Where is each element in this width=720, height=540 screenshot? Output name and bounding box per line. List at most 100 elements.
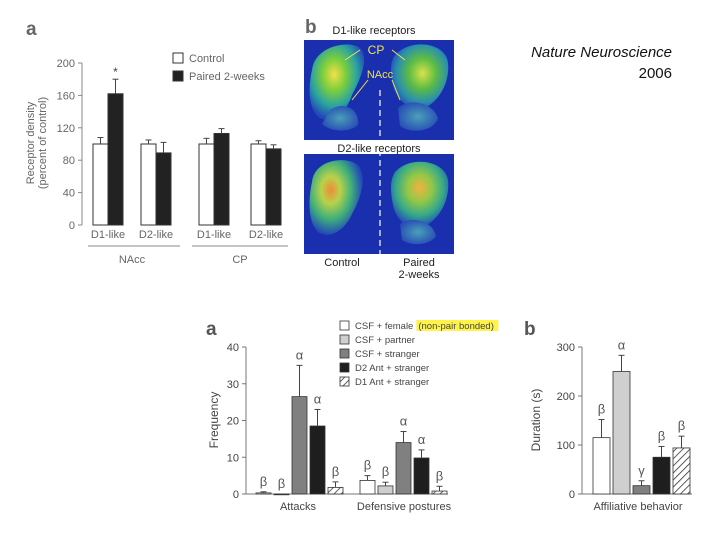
scan-d2-paired-nacc bbox=[400, 220, 436, 245]
legend-label: CSF + female bbox=[355, 321, 413, 332]
y-tick-label: 120 bbox=[57, 123, 75, 135]
significance-symbol: β bbox=[598, 402, 605, 417]
significance-symbol: β bbox=[382, 464, 389, 479]
bar bbox=[198, 143, 215, 226]
legend-swatch bbox=[339, 320, 350, 331]
x-tick-label: Attacks bbox=[280, 501, 317, 513]
scan-label-cp: CP bbox=[368, 43, 385, 57]
panel-letter-bottom-a: a bbox=[206, 319, 217, 340]
y-tick-label: 0 bbox=[233, 489, 239, 501]
legend-label-highlight: (non-pair bonded) bbox=[418, 321, 494, 332]
scan-d2-control-cp bbox=[309, 160, 363, 235]
y-tick-label: 30 bbox=[227, 379, 239, 391]
y-tick-label: 160 bbox=[57, 90, 75, 102]
bar bbox=[327, 486, 344, 495]
significance-symbol: α bbox=[400, 414, 408, 429]
panel-letter-top-b: b bbox=[305, 17, 317, 38]
group-label: NAcc bbox=[119, 254, 146, 266]
panel-letter-top-a: a bbox=[26, 19, 37, 40]
x-tick-label: D2-like bbox=[249, 229, 283, 241]
scan-label-control: Control bbox=[324, 257, 359, 269]
y-axis-label: Receptor density bbox=[25, 101, 37, 184]
bar bbox=[309, 425, 326, 495]
x-tick-label: D1-like bbox=[91, 229, 125, 241]
callout-nacc-left bbox=[351, 79, 369, 101]
significance-symbol: β bbox=[332, 464, 339, 479]
legend-label: Control bbox=[189, 53, 224, 65]
bar bbox=[107, 93, 124, 226]
callout-cp-left bbox=[344, 49, 361, 61]
scan-d2-title: D2-like receptors bbox=[337, 143, 421, 155]
scan-d1-paired-cp bbox=[390, 44, 449, 109]
bar bbox=[250, 143, 267, 226]
scan-label-paired-line1: Paired bbox=[403, 257, 435, 269]
scan-d1-title: D1-like receptors bbox=[332, 25, 416, 37]
bar bbox=[592, 437, 611, 495]
callout-cp-right bbox=[391, 49, 406, 61]
group-label: CP bbox=[232, 254, 247, 266]
legend-swatch bbox=[339, 348, 350, 359]
bar bbox=[672, 447, 691, 495]
bar bbox=[431, 490, 448, 495]
y-axis-label: Frequency bbox=[207, 392, 221, 449]
legend-swatch bbox=[172, 52, 184, 64]
bar bbox=[612, 371, 631, 495]
bar bbox=[291, 396, 308, 495]
legend-highlight bbox=[416, 320, 499, 331]
legend-swatch bbox=[339, 376, 350, 387]
significance-asterisk: * bbox=[113, 65, 118, 79]
scan-images bbox=[304, 40, 454, 268]
y-tick-label: 40 bbox=[227, 342, 239, 354]
x-tick-label: Defensive postures bbox=[357, 501, 452, 513]
y-tick-label: 0 bbox=[69, 220, 75, 232]
legend-label: D1 Ant + stranger bbox=[355, 377, 429, 388]
significance-symbol: β bbox=[278, 476, 285, 491]
significance-symbol: β bbox=[364, 458, 371, 473]
bar bbox=[92, 143, 109, 226]
x-tick-label: Affiliative behavior bbox=[593, 501, 682, 513]
significance-symbol: β bbox=[658, 428, 665, 443]
bar bbox=[255, 492, 272, 495]
significance-symbol: α bbox=[618, 337, 626, 352]
x-tick-label: D1-like bbox=[197, 229, 231, 241]
y-tick-label: 200 bbox=[557, 391, 575, 403]
bar bbox=[265, 148, 282, 226]
y-tick-label: 20 bbox=[227, 416, 239, 428]
scan-d1-paired-nacc bbox=[398, 102, 438, 131]
significance-symbol: γ bbox=[638, 463, 645, 478]
bar bbox=[395, 442, 412, 495]
significance-symbol: α bbox=[314, 391, 322, 406]
significance-symbol: β bbox=[436, 468, 443, 483]
y-axis-label: (percent of control) bbox=[37, 97, 49, 189]
legend-swatch bbox=[339, 362, 350, 373]
bar bbox=[140, 143, 157, 226]
journal-citation: Nature Neuroscience 2006 bbox=[531, 42, 672, 84]
bar bbox=[273, 493, 290, 496]
y-tick-label: 300 bbox=[557, 342, 575, 354]
scan-label-paired-line2: 2-weeks bbox=[399, 269, 440, 281]
bar bbox=[213, 132, 230, 226]
scan-d1-control-nacc bbox=[322, 105, 359, 131]
y-tick-label: 40 bbox=[63, 188, 75, 200]
y-tick-label: 100 bbox=[557, 440, 575, 452]
y-tick-label: 0 bbox=[569, 489, 575, 501]
y-tick-label: 80 bbox=[63, 155, 75, 167]
scan-d1-control-cp bbox=[309, 44, 365, 120]
y-tick-label: 200 bbox=[57, 58, 75, 70]
legend-swatch bbox=[339, 334, 350, 345]
journal-year: 2006 bbox=[638, 65, 672, 82]
legend-swatch bbox=[172, 70, 184, 82]
y-tick-label: 10 bbox=[227, 452, 239, 464]
bar bbox=[377, 485, 394, 495]
significance-symbol: β bbox=[678, 418, 685, 433]
bar bbox=[359, 480, 376, 495]
scan-label-nacc: NAcc bbox=[367, 69, 394, 81]
bar bbox=[413, 457, 430, 495]
panel-letter-bottom-b: b bbox=[524, 319, 536, 340]
legend-label: CSF + stranger bbox=[355, 349, 420, 360]
legend-label: Paired 2-weeks bbox=[189, 71, 265, 83]
x-tick-label: D2-like bbox=[139, 229, 173, 241]
